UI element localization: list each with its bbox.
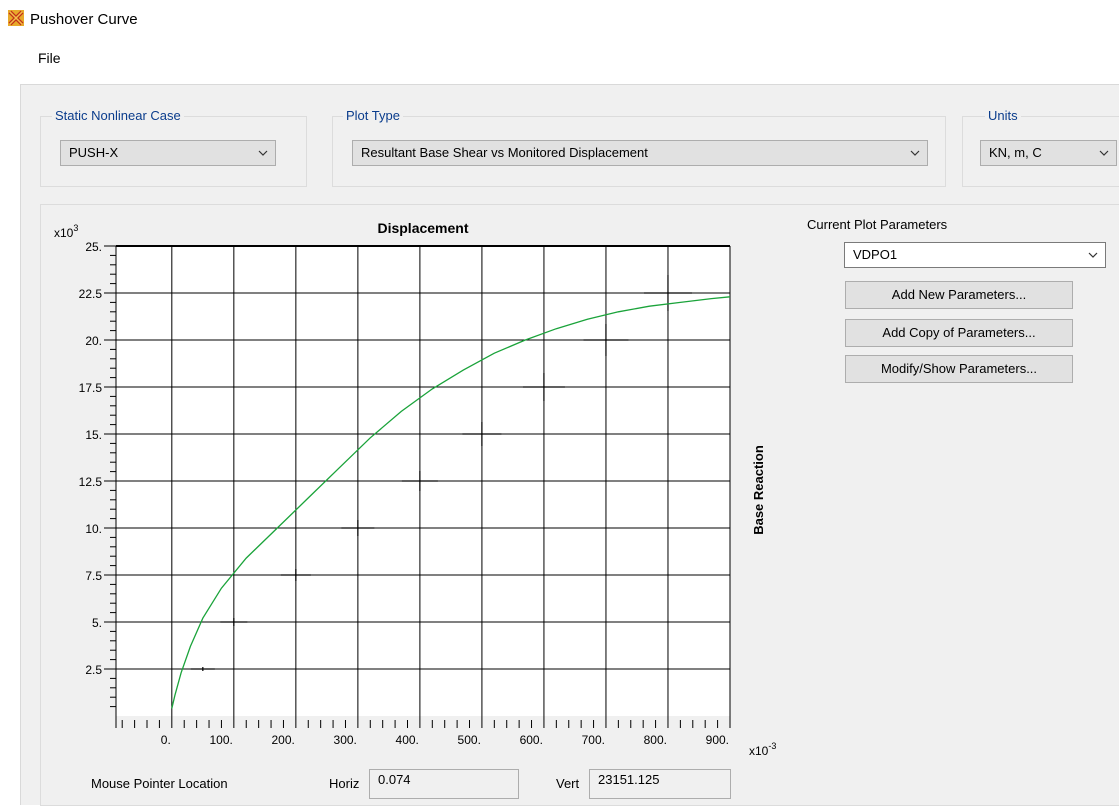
- vert-label: Vert: [556, 776, 580, 791]
- add-copy-parameters-button[interactable]: Add Copy of Parameters...: [845, 319, 1073, 347]
- horiz-label: Horiz: [329, 776, 360, 791]
- window-title: Pushover Curve: [30, 11, 138, 28]
- static-case-value: PUSH-X: [69, 145, 119, 160]
- static-case-dropdown[interactable]: PUSH-X: [60, 140, 276, 166]
- chevron-down-icon: [910, 150, 920, 156]
- y-tick-label: 15.: [85, 428, 102, 442]
- x-tick-label: 700.: [582, 733, 605, 747]
- y-tick-label: 5.: [92, 616, 102, 630]
- y-tick-label: 17.5: [79, 381, 103, 395]
- y-tick-label: 7.5: [85, 569, 102, 583]
- y-multiplier-label: x103: [54, 223, 78, 240]
- y-tick-label: 22.5: [79, 287, 103, 301]
- y-tick-label: 20.: [85, 334, 102, 348]
- menu-file[interactable]: File: [38, 50, 61, 66]
- plot-type-dropdown[interactable]: Resultant Base Shear vs Monitored Displa…: [352, 140, 928, 166]
- y-tick-label: 2.5: [85, 663, 102, 677]
- plot-parameters-dropdown[interactable]: VDPO1: [844, 242, 1106, 268]
- units-label: Units: [985, 108, 1021, 123]
- vert-value-field: 23151.125: [589, 769, 731, 799]
- chevron-down-icon: [1099, 150, 1109, 156]
- y-axis-title: Base Reaction: [751, 445, 766, 535]
- title-bar: [0, 0, 1119, 42]
- x-tick-label: 300.: [334, 733, 357, 747]
- x-tick-label: 800.: [644, 733, 667, 747]
- current-plot-parameters-label: Current Plot Parameters: [807, 217, 948, 232]
- static-case-label: Static Nonlinear Case: [52, 108, 184, 123]
- y-tick-label: 12.5: [79, 475, 103, 489]
- units-dropdown[interactable]: KN, m, C: [980, 140, 1117, 166]
- x-tick-label: 0.: [161, 733, 171, 747]
- x-tick-label: 200.: [271, 733, 294, 747]
- plot-parameters-value: VDPO1: [853, 247, 898, 262]
- y-tick-label: 10.: [85, 522, 102, 536]
- plot-type-value: Resultant Base Shear vs Monitored Displa…: [361, 145, 648, 160]
- plot-type-label: Plot Type: [343, 108, 403, 123]
- add-new-parameters-button[interactable]: Add New Parameters...: [845, 281, 1073, 309]
- chart-title: Displacement: [377, 220, 468, 236]
- x-tick-label: 100.: [209, 733, 232, 747]
- x-tick-label: 400.: [396, 733, 419, 747]
- modify-show-parameters-button[interactable]: Modify/Show Parameters...: [845, 355, 1073, 383]
- x-tick-label: 900.: [706, 733, 729, 747]
- app-icon: [8, 10, 24, 26]
- x-tick-label: 500.: [458, 733, 481, 747]
- x-multiplier-label: x10-3: [749, 741, 776, 758]
- horiz-value-field: 0.074: [369, 769, 519, 799]
- y-tick-label: 25.: [85, 240, 102, 254]
- mouse-pointer-location-label: Mouse Pointer Location: [91, 776, 228, 791]
- pushover-curve: [171, 296, 731, 709]
- x-tick-label: 600.: [520, 733, 543, 747]
- chevron-down-icon: [1088, 252, 1098, 258]
- units-value: KN, m, C: [989, 145, 1042, 160]
- chevron-down-icon: [258, 150, 268, 156]
